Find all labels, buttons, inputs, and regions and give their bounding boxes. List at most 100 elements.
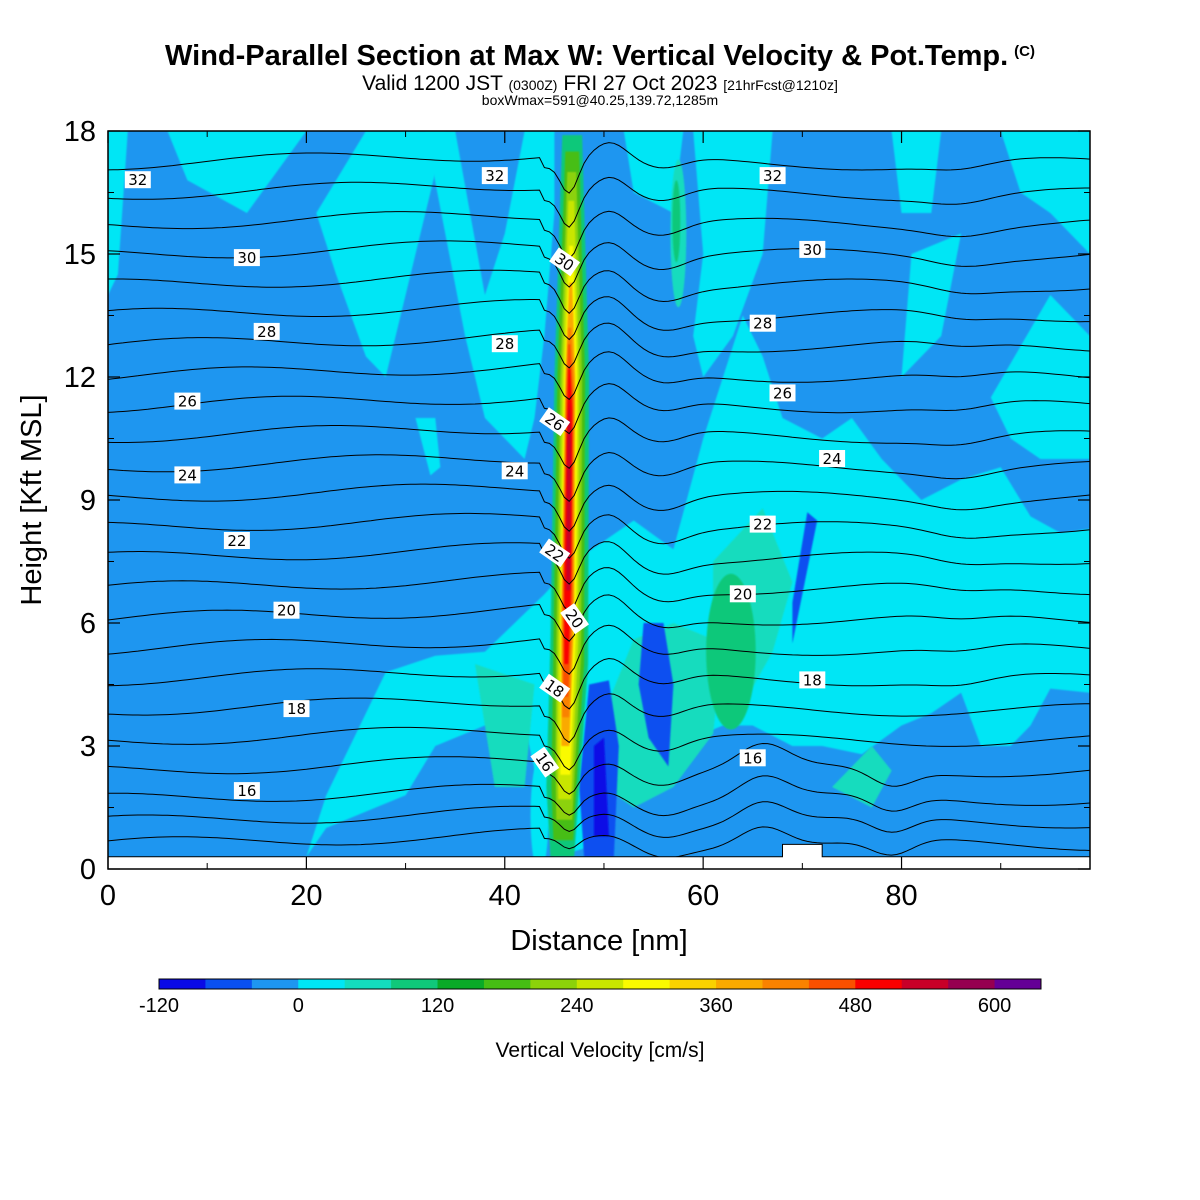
contour-label-bg <box>799 240 826 258</box>
axes: 0 20 40 60 80 0 3 6 9 12 15 18 Distance [nm] Height [… <box>16 116 1090 957</box>
contour-label: 16 <box>739 749 766 767</box>
contour-label-text: 26 <box>178 393 197 411</box>
contour-label-bg <box>769 384 796 402</box>
contour-label: 22 <box>749 515 776 534</box>
fill-region <box>594 737 609 837</box>
contour-label-bg <box>174 392 201 410</box>
fill-region <box>832 746 892 808</box>
contour-label-bg <box>539 673 571 703</box>
copyright-mark: (C) <box>1014 43 1035 60</box>
colorbar-tick-label: 480 <box>839 995 872 1017</box>
terrain-outline <box>108 843 1090 858</box>
y-tick-label: 3 <box>80 731 96 763</box>
contour-label-bg <box>759 167 786 185</box>
contour-label-bg <box>539 407 571 437</box>
fill-region <box>1000 131 1090 254</box>
theta-contour <box>108 240 1090 288</box>
y-tick-label: 15 <box>64 239 96 271</box>
contour-label: 30 <box>799 240 826 259</box>
y-tick-label: 6 <box>80 608 96 640</box>
y-tick-label: 9 <box>80 485 96 517</box>
contour-label-text: 28 <box>257 323 276 341</box>
contour-label-bg <box>233 782 260 800</box>
colorbar-swatch <box>344 979 392 989</box>
contour-label-text: 22 <box>753 516 772 534</box>
forecast-info: [21hrFcst@1210z] <box>723 77 838 93</box>
x-tick-label: 80 <box>885 880 917 912</box>
theta-contour <box>108 296 1090 341</box>
theta-contour <box>108 594 1090 642</box>
fill-region <box>693 131 773 377</box>
theta-contour <box>108 451 1090 502</box>
contour-label-text: 20 <box>277 602 296 620</box>
colorbar-swatch <box>669 979 717 989</box>
colorbar-swatch <box>808 979 856 989</box>
theta-contour <box>108 693 1090 744</box>
contour-label-bg <box>124 171 151 189</box>
fill-region <box>475 664 535 787</box>
contour-label: 26 <box>769 384 796 402</box>
contour-label-bg <box>501 462 528 480</box>
y-tick-label: 12 <box>64 362 96 394</box>
theta-contour <box>108 567 1090 612</box>
colorbar-tick-label: 240 <box>560 995 593 1017</box>
colorbar-swatch <box>437 979 485 989</box>
colorbar-swatch <box>762 979 810 989</box>
x-tick-label: 60 <box>687 880 719 912</box>
box-info: boxWmax=591@40.25,139.72,1285m <box>481 92 719 108</box>
fill-region <box>990 295 1090 459</box>
x-tick-label: 20 <box>290 880 322 912</box>
contour-label-text: 24 <box>178 466 197 484</box>
contour-label: 26 <box>174 392 201 411</box>
fill-region <box>706 573 756 730</box>
theta-contour <box>108 417 1090 469</box>
contour-label-bg <box>283 700 310 718</box>
fill-region <box>901 233 962 377</box>
contour-label-text: 22 <box>227 532 246 550</box>
contour-label: 18 <box>799 671 826 689</box>
contour-label-bg <box>539 538 571 568</box>
contour-label-bg <box>799 671 826 689</box>
theta-contour <box>108 383 1090 435</box>
x-tick-label: 40 <box>489 880 521 912</box>
colorbar: -120 0 120 240 360 480 600 Vertical Velocity [c… <box>139 978 1042 1062</box>
colorbar-swatch <box>901 979 949 989</box>
contour-label: 24 <box>501 462 528 480</box>
theta-contour <box>108 483 1090 532</box>
colorbar-swatch <box>530 979 578 989</box>
contour-label-bg <box>233 249 260 267</box>
colorbar-tick-label: 120 <box>421 995 454 1017</box>
theta-contour <box>108 176 1090 228</box>
contour-label-bg <box>530 746 560 778</box>
y-tick-label: 0 <box>80 854 96 886</box>
theta-contour <box>108 142 1090 194</box>
theta-contour <box>108 657 1090 710</box>
contour-label-bg <box>174 466 201 484</box>
colorbar-swatch <box>855 979 903 989</box>
contour-label: 20 <box>729 585 756 603</box>
colorbar-swatch <box>483 979 531 989</box>
contour-label-text: 20 <box>733 585 752 603</box>
colorbar-frame <box>158 978 1042 990</box>
theta-contour <box>108 512 1090 559</box>
fill-region <box>316 131 446 377</box>
x-tick-label: 0 <box>100 880 116 912</box>
fill-region <box>415 418 441 476</box>
contour-label-text: 28 <box>495 335 514 353</box>
colorbar-tick-label: 0 <box>293 995 304 1017</box>
theta-contour <box>108 826 1090 859</box>
theta-contour <box>108 801 1090 838</box>
y-axis-label: Height [Kft MSL] <box>16 394 48 605</box>
contour-label-text: 16 <box>743 749 762 767</box>
contour-label: 32 <box>124 171 151 189</box>
x-axis-label: Distance [nm] <box>510 925 687 957</box>
contour-label-text: 32 <box>128 171 147 189</box>
theta-contour-layer <box>108 142 1090 859</box>
title-main: Wind-Parallel Section at Max W: Vertical… <box>165 40 1009 72</box>
contour-label-bg <box>819 450 846 467</box>
contour-label-bg <box>739 749 766 767</box>
contour-label-text: 24 <box>505 462 524 480</box>
contour-label: 28 <box>253 322 280 341</box>
chart-subtitle: Valid 1200 JST (0300Z) FRI 27 Oct 2023 [… <box>0 72 1200 96</box>
contour-label-bg <box>253 322 280 340</box>
